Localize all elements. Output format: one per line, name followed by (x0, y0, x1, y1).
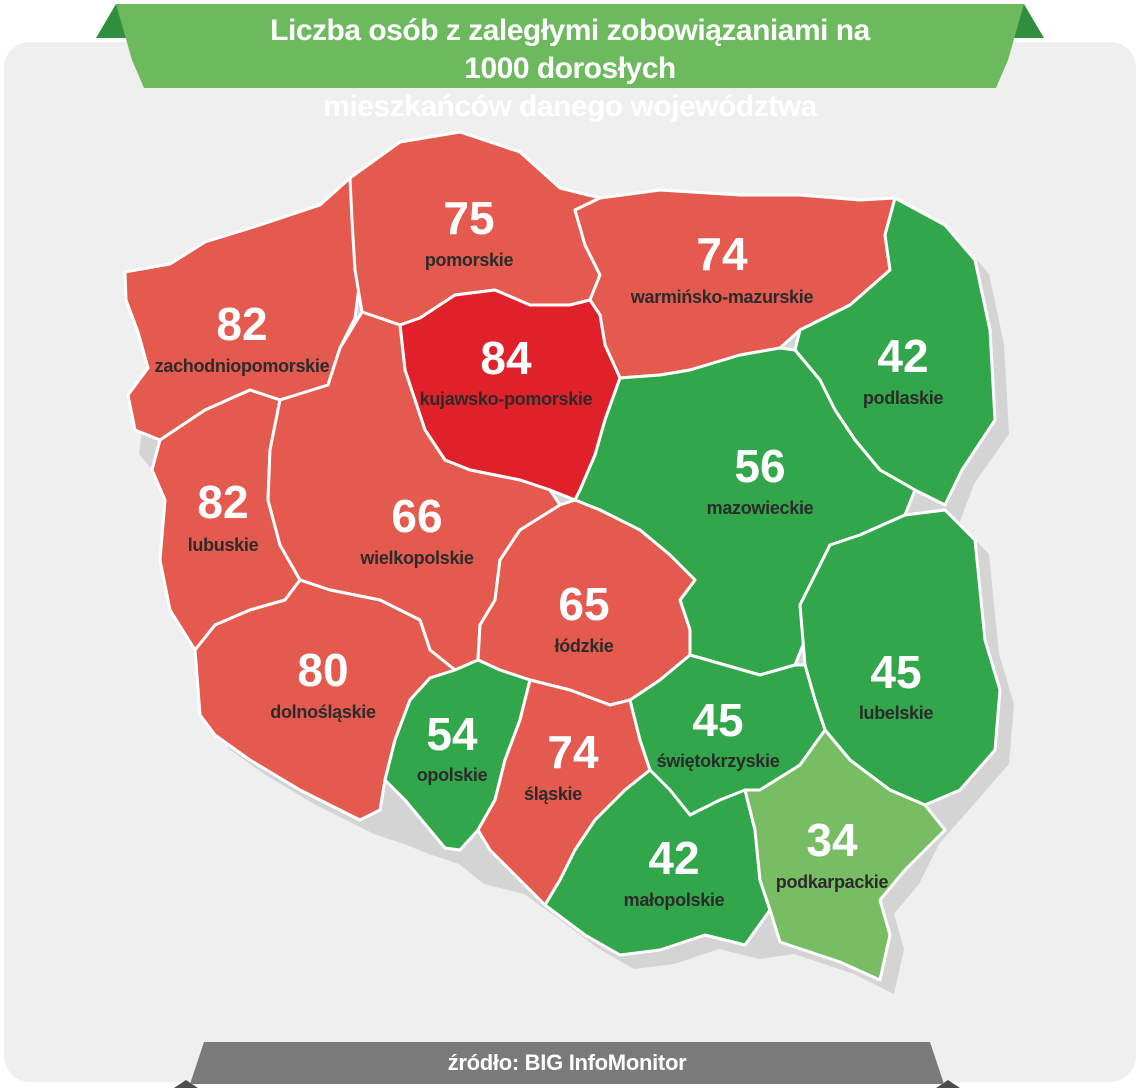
value-opolskie: 54 (426, 708, 478, 760)
source-text: źródło: BIG InfoMonitor (447, 1050, 687, 1075)
label-swietokrzyskie: świętokrzyskie (657, 751, 780, 771)
value-swietokrzyskie: 45 (692, 694, 743, 746)
label-kujawsko-pomorskie: kujawsko-pomorskie (420, 389, 593, 409)
map-regions (123, 130, 1002, 982)
source-banner: źródło: BIG InfoMonitor (174, 1040, 960, 1092)
label-zachodniopomorskie: zachodniopomorskie (155, 356, 330, 376)
label-lubelskie: lubelskie (859, 703, 934, 723)
value-pomorskie: 75 (443, 192, 494, 244)
value-podkarpackie: 34 (806, 814, 858, 866)
value-lubelskie: 45 (870, 646, 921, 698)
label-malopolskie: małopolskie (624, 890, 725, 910)
value-malopolskie: 42 (648, 832, 699, 884)
value-warminsko-mazurskie: 74 (696, 228, 748, 280)
value-lodzkie: 65 (558, 578, 609, 630)
value-lubuskie: 82 (197, 476, 248, 528)
value-mazowieckie: 56 (734, 440, 785, 492)
value-slaskie: 74 (547, 726, 599, 778)
region-podkarpackie (743, 728, 947, 982)
label-opolskie: opolskie (417, 765, 488, 785)
value-kujawsko-pomorskie: 84 (480, 332, 532, 384)
poland-map: 75 pomorskie 74 warmińsko-mazurskie 82 z… (123, 130, 1014, 994)
label-dolnoslaskie: dolnośląskie (270, 702, 376, 722)
label-mazowieckie: mazowieckie (707, 498, 814, 518)
label-podkarpackie: podkarpackie (776, 872, 889, 892)
title-banner: Liczba osób z zaległymi zobowiązaniami n… (96, 0, 1044, 123)
value-podlaskie: 42 (877, 330, 928, 382)
value-zachodniopomorskie: 82 (216, 298, 267, 350)
page-title: Liczba osób z zaległymi zobowiązaniami n… (270, 14, 870, 123)
label-warminsko-mazurskie: warmińsko-mazurskie (630, 287, 814, 307)
title-banner-shape (96, 4, 1044, 88)
region-labels: 75 pomorskie 74 warmińsko-mazurskie 82 z… (155, 192, 944, 910)
label-pomorskie: pomorskie (425, 250, 514, 270)
label-slaskie: śląskie (524, 784, 582, 804)
label-lubuskie: lubuskie (188, 535, 259, 555)
value-dolnoslaskie: 80 (297, 644, 348, 696)
label-wielkopolskie: wielkopolskie (359, 548, 473, 568)
source-banner-shape (174, 1042, 960, 1088)
label-podlaskie: podlaskie (863, 388, 944, 408)
label-lodzkie: łódzkie (555, 636, 614, 656)
value-wielkopolskie: 66 (391, 490, 442, 542)
